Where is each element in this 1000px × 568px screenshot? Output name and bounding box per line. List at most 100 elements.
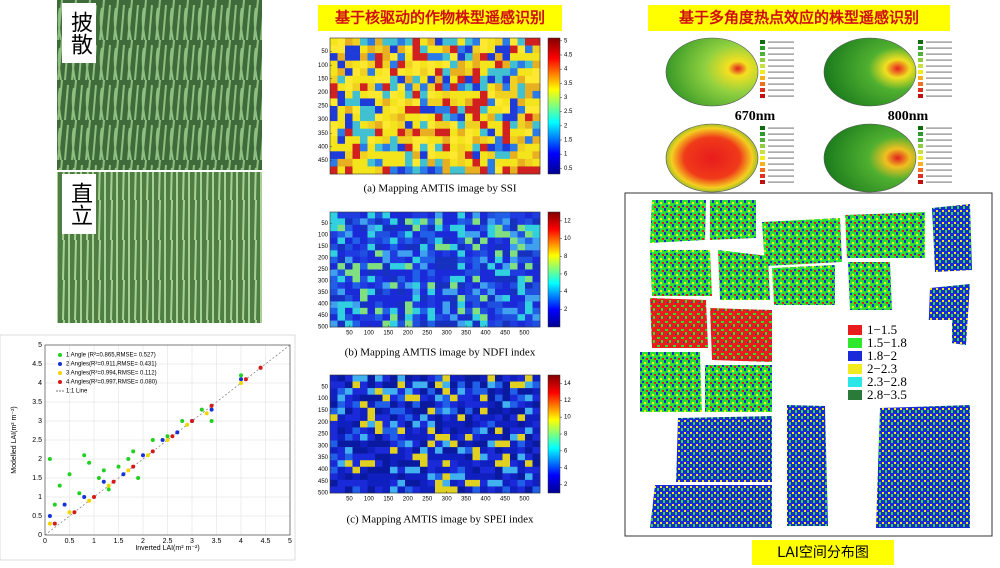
map-cell — [360, 250, 368, 258]
map-cell — [397, 90, 406, 99]
map-cell — [397, 121, 406, 129]
map-cell — [435, 288, 443, 296]
map-cell — [517, 307, 526, 315]
colorbar-tick-label: 6 — [564, 272, 568, 278]
polar-swatch-text — [926, 133, 952, 135]
map-cell — [480, 75, 488, 84]
x-tick-label: 4.5 — [261, 538, 271, 545]
map-cell — [375, 381, 383, 389]
polar-swatch — [760, 144, 765, 148]
map-cell — [382, 90, 391, 99]
map-cell — [435, 388, 443, 395]
point — [243, 377, 248, 382]
map-cell — [382, 307, 391, 315]
map-cell — [352, 83, 361, 92]
polar-swatch — [918, 40, 923, 44]
map-cell — [502, 269, 511, 277]
map-cell — [510, 224, 518, 232]
map-cell — [360, 434, 368, 441]
map-cell — [495, 143, 503, 152]
map-cell — [517, 466, 526, 474]
map-cell — [427, 269, 436, 277]
map-cell — [420, 128, 428, 137]
map-cell — [472, 250, 481, 258]
map-cell — [367, 98, 376, 107]
map-cell — [465, 83, 473, 92]
map-cell — [525, 121, 533, 129]
map-cell — [517, 250, 526, 258]
map-cell — [487, 83, 496, 92]
map-cell — [420, 381, 428, 389]
map-cell — [360, 106, 368, 114]
map-cell — [330, 158, 338, 167]
map-cell — [360, 320, 368, 328]
map-cell — [390, 250, 398, 258]
map-cell — [510, 401, 518, 409]
map-cell — [525, 447, 533, 454]
map-cell — [435, 60, 443, 69]
map-cell — [442, 447, 451, 454]
map-cell — [405, 453, 413, 461]
map-cell — [487, 243, 496, 251]
map-cell — [502, 407, 511, 415]
map-cell — [412, 237, 421, 245]
map-cell — [405, 68, 413, 77]
colorbar-tick-label: 4 — [564, 465, 568, 471]
map-cell — [397, 434, 406, 441]
map-cell — [525, 237, 533, 245]
map-cell — [382, 427, 391, 435]
map-cell — [442, 256, 451, 264]
map-cell — [390, 486, 398, 494]
map-cell — [330, 224, 338, 232]
map-cell — [465, 212, 473, 219]
map-cell — [517, 414, 526, 422]
map-cell — [375, 288, 383, 296]
map-cell — [487, 53, 496, 61]
map-cell — [360, 427, 368, 435]
map-cell — [487, 60, 496, 69]
map-cell — [435, 68, 443, 77]
map-cell — [375, 269, 383, 277]
polar-swatch-text — [768, 133, 794, 135]
map-cell — [472, 212, 481, 219]
map-cell — [532, 158, 541, 167]
map-cell — [465, 301, 473, 309]
map-y-tick-label: 150 — [318, 408, 329, 414]
map-cell — [352, 263, 361, 270]
map-cell — [367, 45, 376, 54]
map-cell — [360, 307, 368, 315]
map-cell — [487, 288, 496, 296]
map-cell — [337, 414, 346, 422]
map-cell — [390, 401, 398, 409]
map-cell — [367, 401, 376, 409]
map-y-tick-label: 250 — [318, 267, 329, 273]
map-cell — [465, 295, 473, 302]
map-cell — [442, 53, 451, 61]
map-cell — [345, 269, 353, 277]
map-cell — [510, 394, 518, 402]
map-cell — [442, 98, 451, 107]
map-cell — [450, 256, 458, 264]
map-cell — [450, 414, 458, 422]
map-cell — [397, 407, 406, 415]
map-cell — [517, 263, 526, 270]
map-cell — [435, 282, 443, 289]
map-cell — [502, 60, 511, 69]
map-cell — [532, 486, 541, 494]
point — [106, 487, 111, 492]
map-cell — [397, 60, 406, 69]
map-cell — [375, 68, 383, 77]
map-cell — [330, 60, 338, 69]
map-cell — [502, 166, 511, 175]
map-cell — [412, 68, 421, 77]
map-cell — [330, 288, 338, 296]
lai-caption: LAI空间分布图 — [777, 545, 869, 561]
map-cell — [330, 263, 338, 270]
map-cell — [472, 434, 481, 441]
map-cell — [480, 68, 488, 77]
polar-swatch — [918, 94, 923, 98]
map-y-tick-label: 400 — [318, 467, 329, 473]
legend-label: 4 Angles(R²=0.997,RMSE= 0.080) — [66, 380, 157, 386]
map-cell — [427, 166, 436, 175]
polar-swatch — [918, 52, 923, 56]
